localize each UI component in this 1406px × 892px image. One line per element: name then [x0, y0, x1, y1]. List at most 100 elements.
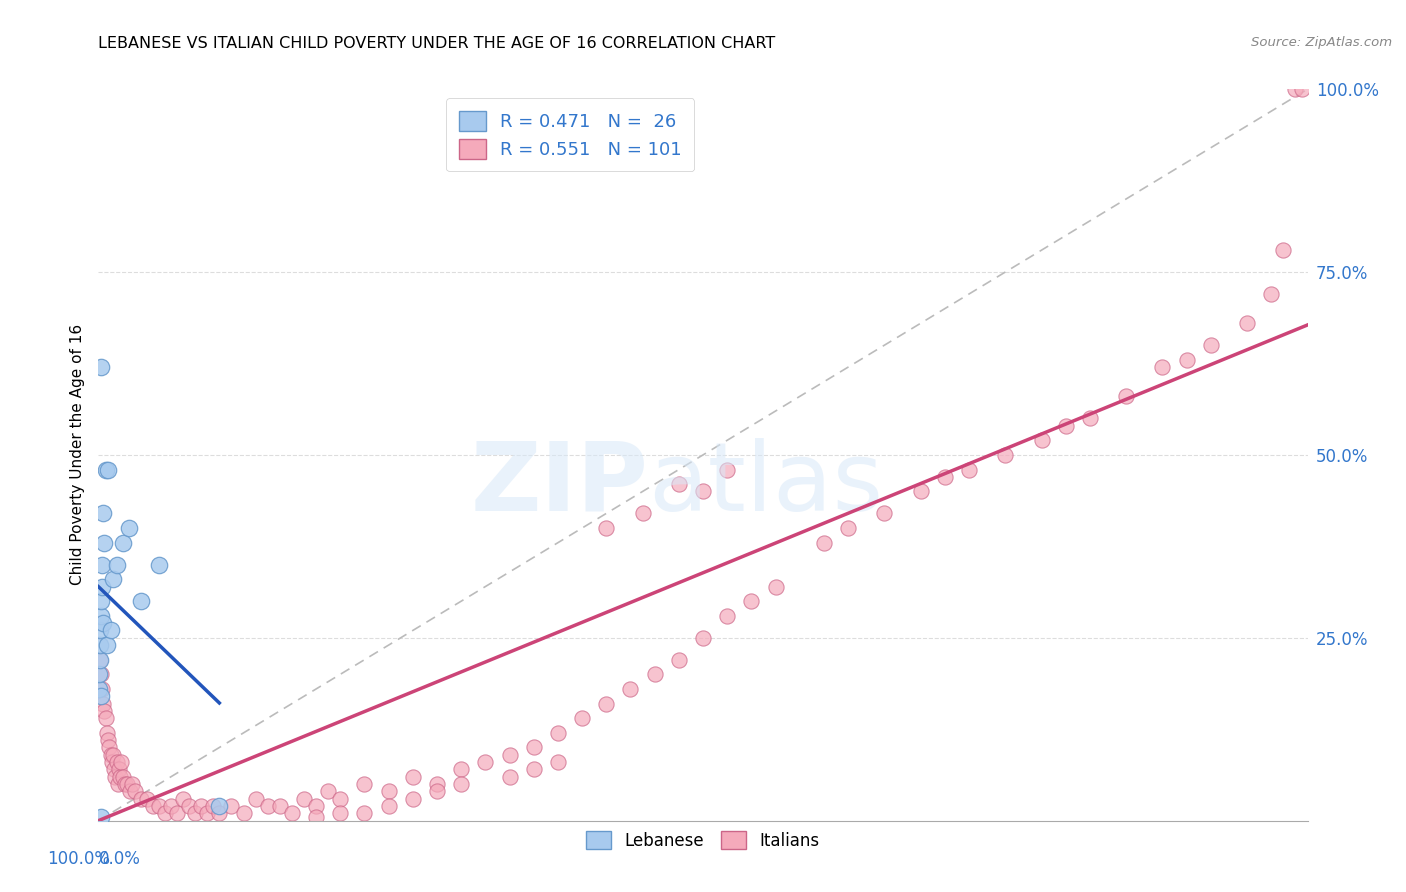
Point	[1115, 389, 1137, 403]
Point	[101, 747, 124, 762]
Point	[117, 777, 139, 791]
Point	[91, 558, 114, 572]
Point	[105, 755, 128, 769]
Point	[118, 784, 141, 798]
Point	[765, 580, 787, 594]
Point	[97, 733, 120, 747]
Point	[668, 653, 690, 667]
Point	[118, 521, 141, 535]
Point	[994, 448, 1017, 462]
Point	[1260, 287, 1282, 301]
Point	[450, 777, 472, 791]
Point	[110, 755, 132, 769]
Point	[305, 799, 328, 814]
Text: LEBANESE VS ITALIAN CHILD POVERTY UNDER THE AGE OF 16 CORRELATION CHART: LEBANESE VS ITALIAN CHILD POVERTY UNDER …	[98, 36, 776, 51]
Point	[232, 806, 254, 821]
Legend: Lebanese, Italians: Lebanese, Italians	[579, 824, 827, 856]
Point	[1054, 418, 1077, 433]
Point	[94, 711, 117, 725]
Point	[595, 521, 617, 535]
Point	[208, 806, 231, 821]
Point	[547, 755, 569, 769]
Point	[135, 791, 157, 805]
Point	[108, 763, 131, 777]
Point	[89, 667, 111, 681]
Point	[873, 507, 896, 521]
Point	[121, 777, 143, 791]
Point	[90, 810, 112, 824]
Point	[450, 763, 472, 777]
Point	[129, 594, 152, 608]
Text: 0.0%: 0.0%	[98, 850, 141, 868]
Point	[692, 484, 714, 499]
Point	[426, 784, 449, 798]
Point	[90, 608, 112, 623]
Point	[111, 770, 134, 784]
Point	[837, 521, 859, 535]
Point	[377, 799, 399, 814]
Point	[377, 784, 399, 798]
Point	[89, 624, 111, 638]
Point	[153, 806, 176, 821]
Point	[644, 667, 666, 681]
Point	[523, 740, 546, 755]
Point	[179, 799, 201, 814]
Point	[692, 631, 714, 645]
Point	[1236, 316, 1258, 330]
Point	[716, 462, 738, 476]
Text: ZIP: ZIP	[471, 438, 648, 531]
Point	[90, 690, 112, 704]
Point	[1175, 352, 1198, 367]
Point	[595, 697, 617, 711]
Point	[111, 535, 134, 549]
Point	[402, 791, 425, 805]
Point	[329, 806, 352, 821]
Point	[108, 770, 131, 784]
Point	[1152, 360, 1174, 375]
Point	[101, 572, 124, 586]
Point	[1199, 338, 1222, 352]
Point	[96, 726, 118, 740]
Point	[94, 462, 117, 476]
Point	[89, 638, 111, 652]
Point	[91, 681, 114, 696]
Point	[100, 624, 122, 638]
Point	[1272, 243, 1295, 257]
Text: Source: ZipAtlas.com: Source: ZipAtlas.com	[1251, 36, 1392, 49]
Point	[124, 784, 146, 798]
Point	[716, 608, 738, 623]
Point	[90, 360, 112, 375]
Text: atlas: atlas	[648, 438, 884, 531]
Point	[208, 799, 231, 814]
Point	[105, 558, 128, 572]
Point	[256, 799, 278, 814]
Point	[631, 507, 654, 521]
Point	[619, 681, 641, 696]
Point	[89, 653, 111, 667]
Point	[98, 740, 121, 755]
Point	[934, 470, 956, 484]
Point	[91, 697, 114, 711]
Point	[547, 726, 569, 740]
Point	[957, 462, 980, 476]
Point	[353, 777, 375, 791]
Y-axis label: Child Poverty Under the Age of 16: Child Poverty Under the Age of 16	[69, 325, 84, 585]
Point	[103, 763, 125, 777]
Point	[91, 507, 114, 521]
Point	[190, 799, 212, 814]
Point	[221, 799, 243, 814]
Point	[100, 755, 122, 769]
Point	[166, 806, 188, 821]
Point	[402, 770, 425, 784]
Point	[813, 535, 835, 549]
Point	[114, 777, 136, 791]
Point	[90, 580, 112, 594]
Point	[292, 791, 315, 805]
Point	[353, 806, 375, 821]
Point	[107, 777, 129, 791]
Point	[910, 484, 932, 499]
Point	[93, 704, 115, 718]
Point	[129, 791, 152, 805]
Point	[142, 799, 165, 814]
Point	[202, 799, 225, 814]
